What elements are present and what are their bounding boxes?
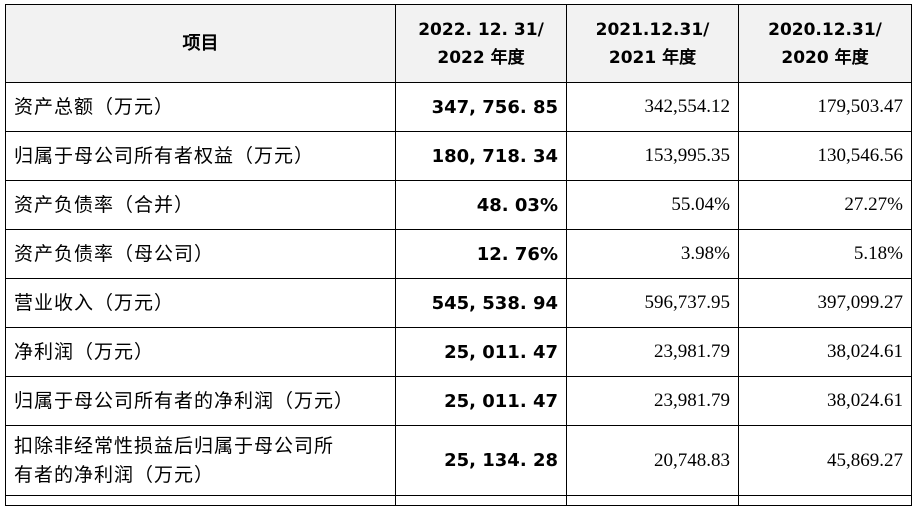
header-item-label: 项目 — [182, 32, 219, 54]
financial-data-table: 项目 2022. 12. 31/ 2022 年度 2021.12.31/ 202… — [5, 4, 912, 506]
header-2020: 2020.12.31/ 2020 年度 — [738, 4, 912, 83]
value-2021: 23,981.79 — [566, 327, 739, 377]
value-2022: 180, 718. 34 — [395, 131, 567, 181]
table-row-continuation — [5, 495, 912, 506]
value-2021: 596,737.95 — [566, 278, 739, 328]
row-label: 扣除非经常性损益后归属于母公司所 有者的净利润（万元） — [5, 425, 396, 496]
table-row: 净利润（万元） 25, 011. 47 23,981.79 38,024.61 — [5, 327, 912, 377]
value-2021: 3.98% — [566, 229, 739, 279]
header-2020-date: 2020.12.31/ — [768, 19, 882, 40]
header-2022-date: 2022. 12. 31/ — [418, 19, 544, 40]
value-2021: 55.04% — [566, 180, 739, 230]
value-2022: 545, 538. 94 — [395, 278, 567, 328]
table-row: 营业收入（万元） 545, 538. 94 596,737.95 397,099… — [5, 278, 912, 328]
value-2022: 25, 134. 28 — [395, 425, 567, 496]
header-2021-date: 2021.12.31/ — [595, 19, 710, 40]
row-label: 归属于母公司所有者权益（万元） — [5, 131, 396, 181]
value-2022: 347, 756. 85 — [395, 82, 567, 132]
value-2021: 20,748.83 — [566, 425, 739, 496]
continuation-cell — [395, 495, 567, 506]
header-item: 项目 — [5, 4, 396, 83]
header-2022: 2022. 12. 31/ 2022 年度 — [395, 4, 567, 83]
header-2020-year: 2020 年度 — [781, 47, 869, 68]
header-2021-year: 2021 年度 — [608, 47, 697, 68]
value-2020: 27.27% — [738, 180, 912, 230]
table-row: 资产负债率（合并） 48. 03% 55.04% 27.27% — [5, 180, 912, 230]
table-row: 归属于母公司所有者的净利润（万元） 25, 011. 47 23,981.79 … — [5, 376, 912, 426]
continuation-cell — [738, 495, 912, 506]
table-row: 归属于母公司所有者权益（万元） 180, 718. 34 153,995.35 … — [5, 131, 912, 181]
value-2020: 5.18% — [738, 229, 912, 279]
row-label: 资产总额（万元） — [5, 82, 396, 132]
table-row: 资产负债率（母公司） 12. 76% 3.98% 5.18% — [5, 229, 912, 279]
value-2020: 179,503.47 — [738, 82, 912, 132]
table-header-row: 项目 2022. 12. 31/ 2022 年度 2021.12.31/ 202… — [5, 4, 912, 83]
value-2021: 23,981.79 — [566, 376, 739, 426]
value-2020: 38,024.61 — [738, 327, 912, 377]
value-2021: 342,554.12 — [566, 82, 739, 132]
value-2022: 25, 011. 47 — [395, 327, 567, 377]
value-2022: 48. 03% — [395, 180, 567, 230]
table-row: 资产总额（万元） 347, 756. 85 342,554.12 179,503… — [5, 82, 912, 132]
value-2020: 397,099.27 — [738, 278, 912, 328]
value-2020: 130,546.56 — [738, 131, 912, 181]
value-2021: 153,995.35 — [566, 131, 739, 181]
row-label: 归属于母公司所有者的净利润（万元） — [5, 376, 396, 426]
continuation-cell — [566, 495, 739, 506]
value-2020: 45,869.27 — [738, 425, 912, 496]
value-2022: 25, 011. 47 — [395, 376, 567, 426]
row-label-line-1: 扣除非经常性损益后归属于母公司所 — [14, 434, 335, 457]
row-label: 营业收入（万元） — [5, 278, 396, 328]
header-2022-year: 2022 年度 — [437, 47, 525, 68]
value-2020: 38,024.61 — [738, 376, 912, 426]
table-row: 扣除非经常性损益后归属于母公司所 有者的净利润（万元） 25, 134. 28 … — [5, 425, 912, 496]
value-2022: 12. 76% — [395, 229, 567, 279]
row-label: 净利润（万元） — [5, 327, 396, 377]
header-2021: 2021.12.31/ 2021 年度 — [566, 4, 739, 83]
row-label: 资产负债率（合并） — [5, 180, 396, 230]
continuation-cell — [5, 495, 396, 506]
row-label: 资产负债率（母公司） — [5, 229, 396, 279]
row-label-line-2: 有者的净利润（万元） — [14, 463, 215, 486]
